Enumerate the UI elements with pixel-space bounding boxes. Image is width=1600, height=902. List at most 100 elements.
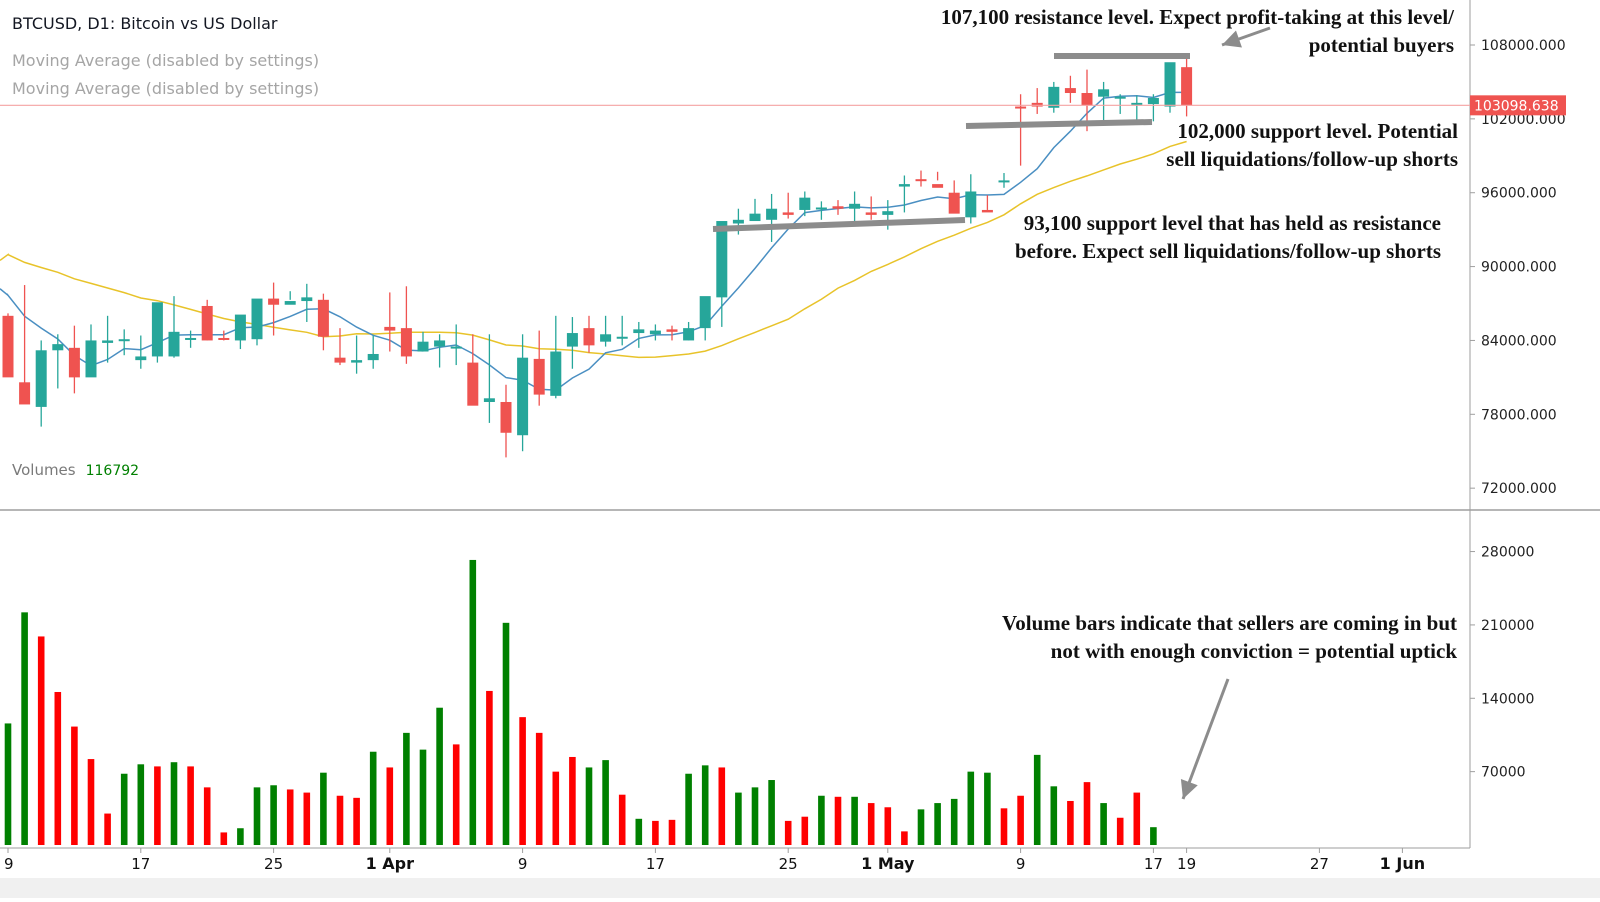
time-tick-label: 1 Jun — [1380, 854, 1425, 873]
svg-text:103098.638: 103098.638 — [1474, 98, 1559, 114]
volume-bar — [353, 797, 360, 845]
candle — [251, 298, 263, 346]
candle — [351, 335, 363, 374]
resistance-annotation: 107,100 resistance level. Expect profit-… — [941, 3, 1454, 59]
annotation-arrows — [1180, 26, 1271, 800]
volume-bar — [801, 816, 809, 845]
volume-bar — [834, 796, 842, 845]
volume-tick-label: 280000 — [1481, 545, 1534, 561]
volume-bar — [320, 772, 327, 845]
volume-bar — [585, 767, 593, 845]
candle — [932, 171, 944, 188]
candle — [234, 314, 246, 350]
candle — [500, 384, 512, 458]
candle — [849, 191, 861, 226]
candle — [1031, 88, 1043, 114]
candle — [417, 331, 429, 352]
time-tick-label: 27 — [1310, 855, 1329, 873]
support-93-line-1: 93,100 support level that has held as re… — [1023, 211, 1441, 235]
volume-bar — [21, 612, 28, 845]
candle — [1064, 75, 1076, 103]
volume-bar — [220, 832, 228, 845]
candle — [965, 174, 977, 224]
volume-bar — [917, 809, 925, 845]
volume-bar — [403, 732, 410, 845]
volume-bar — [452, 744, 460, 845]
volume-bar — [54, 691, 62, 845]
arrow-head-icon — [1180, 778, 1198, 799]
volume-bar — [519, 717, 526, 845]
volume-bar — [884, 807, 892, 845]
candle — [35, 340, 47, 427]
volume-bar — [685, 773, 692, 845]
chart-title: BTCUSD, D1: Bitcoin vs US Dollar — [12, 14, 278, 33]
candle — [782, 192, 794, 219]
volume-bar — [386, 767, 394, 845]
candle — [434, 334, 446, 368]
volume-bar — [751, 787, 759, 845]
volume-bar — [934, 803, 941, 845]
candle — [102, 315, 114, 363]
candle — [633, 321, 645, 348]
support-102-line-1: 102,000 support level. Potential — [1177, 119, 1458, 143]
volume-bar — [569, 756, 576, 845]
volume-bar — [984, 772, 991, 845]
volume-bar — [502, 622, 510, 845]
candle — [168, 296, 180, 358]
volume-bar — [286, 789, 294, 845]
volume-legend[interactable]: Volumes 116792 — [12, 461, 139, 479]
candle — [683, 321, 695, 341]
current-price-badge: 103098.638 — [1470, 95, 1566, 116]
support-93-annotation: 93,100 support level that has held as re… — [1015, 209, 1441, 265]
candle — [85, 324, 97, 378]
volume-bar — [735, 792, 742, 845]
volume-bar — [967, 771, 975, 845]
candle — [185, 330, 197, 348]
volume-bar — [237, 828, 244, 845]
resistance-annotation-line-2: potential buyers — [1308, 33, 1454, 57]
candle — [832, 200, 844, 215]
candle — [367, 335, 379, 369]
volume-bar — [369, 751, 377, 845]
volume-bar — [718, 767, 726, 845]
candle — [467, 334, 479, 406]
ma-indicator-label-2[interactable]: Moving Average (disabled by settings) — [12, 79, 320, 98]
time-tick-label: 1 Apr — [366, 854, 415, 873]
time-tick-label: 25 — [264, 855, 283, 873]
candle — [699, 296, 711, 341]
candle — [1015, 94, 1027, 166]
time-tick-label: 9 — [518, 855, 528, 873]
support-resistance-lines — [712, 53, 1190, 232]
candle — [948, 180, 960, 214]
candle — [284, 291, 296, 305]
axes: 108000.000 102000.000 96000.000 90000.000 84… — [0, 38, 1566, 873]
price-tick-label: 84000.000 — [1481, 333, 1557, 349]
candle — [616, 315, 628, 346]
volume-annotation: Volume bars indicate that sellers are co… — [1002, 609, 1457, 665]
ma-indicator-label-1[interactable]: Moving Average (disabled by settings) — [12, 51, 320, 70]
price-tick-label: 90000.000 — [1481, 260, 1557, 276]
candle — [317, 293, 329, 351]
volume-note-line-2: not with enough conviction = potential u… — [1050, 639, 1457, 663]
price-tick-label: 78000.000 — [1481, 407, 1557, 423]
candle — [201, 299, 213, 341]
candle — [1147, 94, 1159, 122]
volume-bars — [4, 559, 1157, 845]
candle — [865, 196, 877, 220]
volume-bar — [1050, 786, 1058, 845]
level-line[interactable] — [712, 217, 966, 232]
candle — [533, 330, 545, 406]
price-tick-label: 72000.000 — [1481, 481, 1557, 497]
level-line[interactable] — [965, 119, 1153, 129]
arrow-head-icon — [1222, 30, 1242, 48]
candle — [583, 315, 595, 353]
candle — [68, 325, 80, 394]
volume-bar — [4, 723, 12, 845]
candle — [151, 302, 163, 363]
volume-bar — [652, 820, 659, 845]
volume-tick-label: 210000 — [1481, 618, 1534, 634]
candle — [1048, 81, 1060, 113]
volume-bar — [701, 765, 709, 845]
